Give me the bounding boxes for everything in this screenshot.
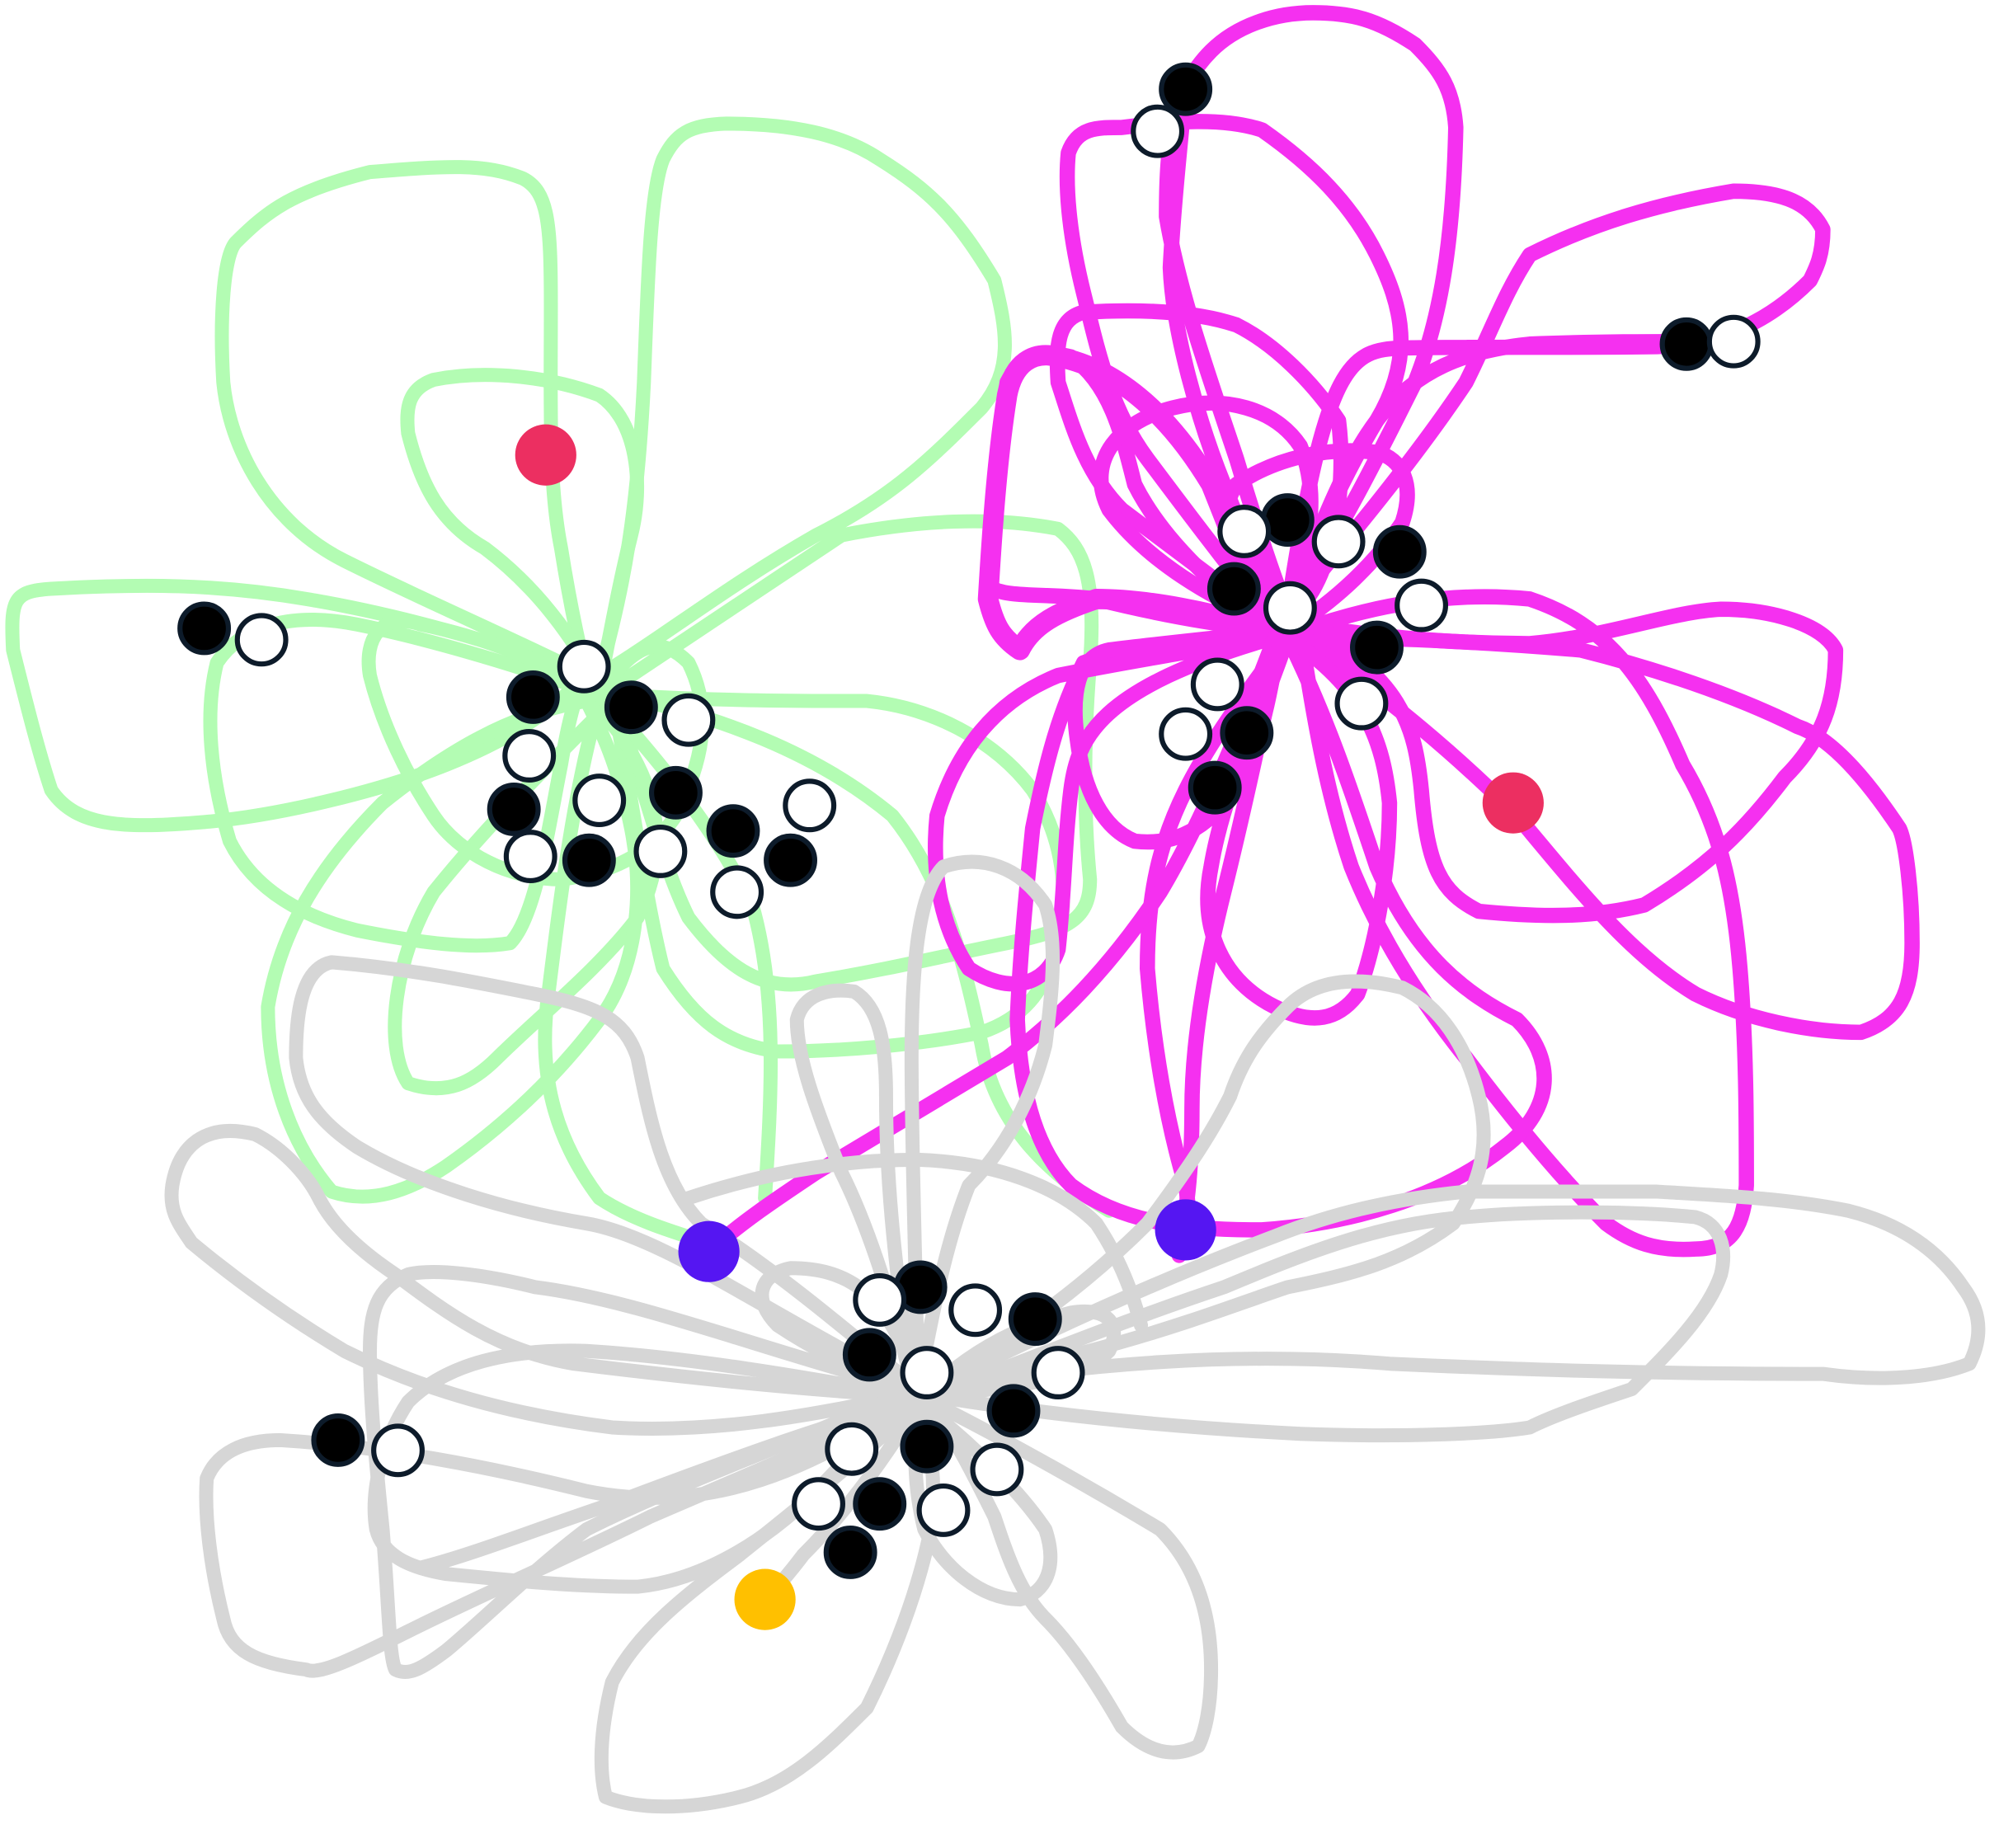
green-loop-top — [592, 116, 1012, 683]
white-pin — [710, 865, 764, 919]
white-pin — [371, 1423, 425, 1478]
white-pin — [633, 824, 688, 878]
marker-group — [515, 424, 1544, 1630]
black-pin — [506, 670, 560, 724]
black-pin — [311, 1413, 365, 1467]
gray-strand-left — [413, 1394, 919, 1575]
magenta-loop-top — [1159, 5, 1464, 620]
green-loop-right — [604, 514, 1099, 992]
white-pin — [948, 1283, 1003, 1338]
magenta-loop-far-right — [1292, 589, 1754, 1258]
gray-loop-left — [164, 1124, 913, 1436]
white-pin — [503, 830, 557, 884]
white-pin — [792, 1477, 845, 1531]
white-pin — [502, 729, 557, 783]
white-pin — [853, 1272, 907, 1327]
white-pin — [1190, 657, 1244, 712]
white-pin — [1334, 676, 1389, 731]
green-loop-inner — [400, 368, 645, 696]
magenta-loop-bottom-right — [1292, 629, 1920, 1041]
magenta-loop-top-right — [1280, 183, 1831, 620]
gray-loop-right-long — [924, 1205, 1730, 1443]
black-pin — [1159, 62, 1213, 116]
white-pin — [572, 774, 627, 828]
white-pin — [234, 613, 289, 667]
green-loop-bottom-right — [604, 687, 1070, 1059]
magenta-strand-top — [1162, 81, 1289, 639]
black-pin — [648, 765, 703, 820]
white-pin — [1311, 515, 1366, 569]
white-pin — [825, 1422, 879, 1476]
white-pin — [1131, 104, 1185, 158]
black-pin — [706, 804, 760, 858]
black-pin — [1008, 1292, 1062, 1347]
gray-loop-bottom-right — [924, 1394, 1219, 1760]
white-pin — [1159, 707, 1213, 761]
gray-loop-top-center — [789, 983, 919, 1390]
black-pin — [1206, 562, 1261, 616]
black-pin — [986, 1384, 1041, 1438]
green-stroke-2 — [538, 694, 734, 1257]
white-pin — [900, 1346, 954, 1399]
black-pin — [1659, 317, 1714, 371]
black-pin — [1350, 620, 1404, 675]
red-marker-magenta-cluster — [1482, 772, 1544, 834]
green-loop-bottom-left — [261, 694, 645, 1204]
black-pin — [764, 833, 817, 887]
white-pin — [1706, 314, 1761, 369]
gray-loop-bottom-left — [199, 1394, 919, 1678]
white-pin — [916, 1483, 971, 1537]
green-loop-center — [361, 614, 710, 886]
gray-loop-group — [164, 854, 1986, 1814]
green-loop-bottom — [388, 706, 664, 1096]
black-pin — [1372, 524, 1427, 579]
white-pin — [970, 1442, 1024, 1497]
gray-loop-right — [924, 1184, 1986, 1397]
black-pin — [823, 1525, 877, 1579]
black-pin — [487, 782, 541, 836]
gray-loop-far-left — [363, 1265, 919, 1679]
white-pin — [1217, 505, 1272, 558]
black-pin — [562, 833, 616, 887]
gray-loop-center-2 — [917, 1305, 1122, 1403]
black-pin — [900, 1419, 954, 1474]
black-pin — [177, 601, 232, 656]
white-pin — [661, 693, 716, 747]
gray-loop-top — [904, 854, 1061, 1397]
magenta-loop-right — [1292, 601, 1844, 924]
black-pin — [1188, 760, 1242, 815]
pin-group — [177, 62, 1761, 1579]
white-pin — [783, 778, 837, 833]
gray-loop-top-right — [910, 974, 1491, 1397]
black-pin — [1260, 493, 1315, 548]
white-pin — [557, 639, 611, 694]
white-pin — [1395, 578, 1449, 632]
magenta-loop-left-bottom — [928, 629, 1283, 992]
black-pin — [1220, 706, 1274, 760]
white-pin — [1263, 581, 1317, 635]
gray-strand-cross — [681, 1152, 1149, 1333]
black-pin — [842, 1328, 896, 1382]
yellow-marker — [734, 1568, 796, 1630]
white-pin — [1031, 1346, 1085, 1399]
gray-loop-top-left — [289, 955, 925, 1397]
magenta-loop-thick-left — [977, 345, 1286, 661]
black-pin — [853, 1477, 907, 1531]
red-marker-green-cluster — [515, 424, 576, 486]
blue-marker-left — [678, 1220, 740, 1282]
blue-marker-right — [1155, 1199, 1216, 1261]
black-pin — [604, 680, 658, 735]
